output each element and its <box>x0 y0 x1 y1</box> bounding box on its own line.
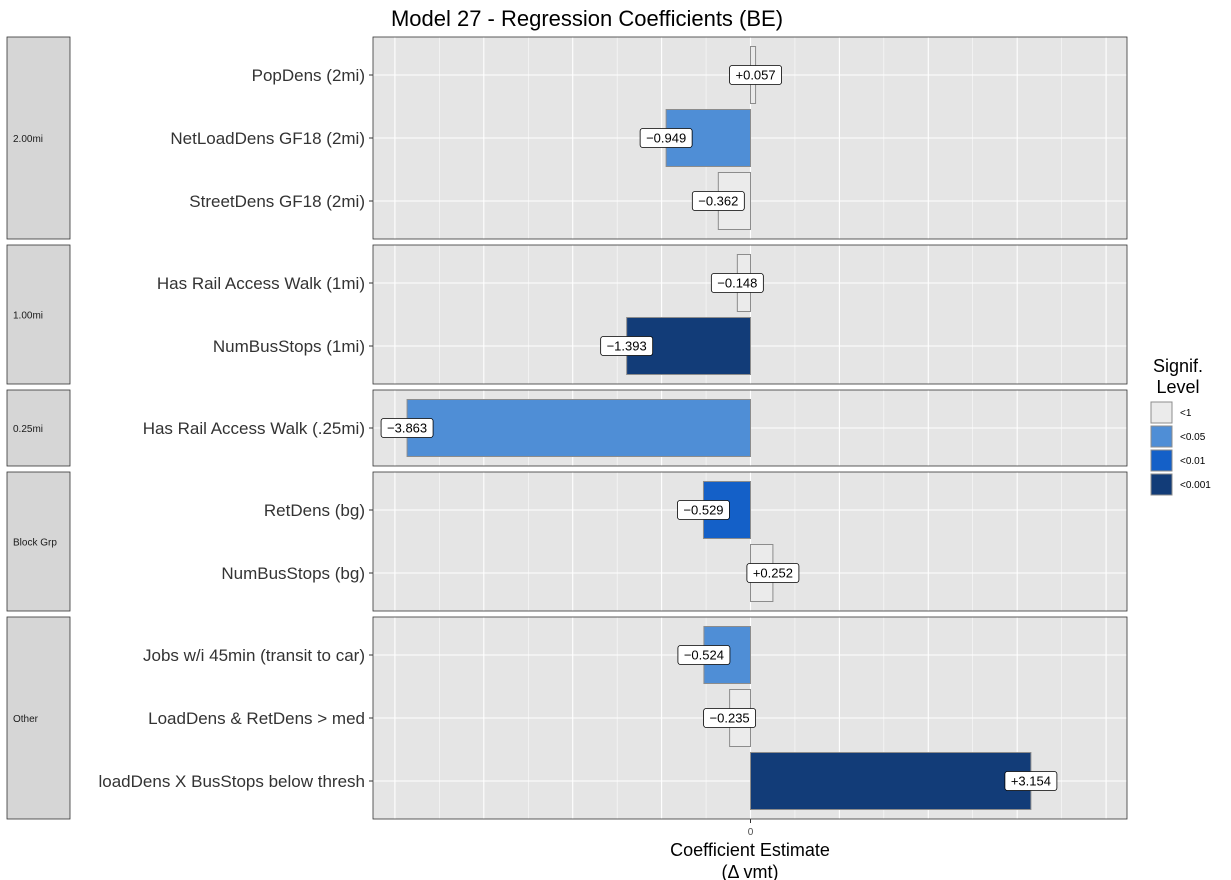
legend-title-line2: Level <box>1156 377 1199 397</box>
legend-key <box>1150 449 1173 472</box>
y-tick-label: PopDens (2mi) <box>252 66 365 85</box>
y-tick-label: Has Rail Access Walk (1mi) <box>157 274 365 293</box>
legend-key <box>1150 425 1173 448</box>
value-label-box <box>729 65 782 85</box>
bar <box>406 399 751 457</box>
value-label-box <box>1004 771 1058 791</box>
facet-strip <box>6 471 71 612</box>
facet-strip <box>6 616 71 820</box>
value-label-box <box>710 273 764 293</box>
y-tick-label: Has Rail Access Walk (.25mi) <box>143 419 365 438</box>
value-label: −0.524 <box>684 648 724 663</box>
x-axis-title-line2: (Δ vmt) <box>721 862 778 880</box>
value-label: −3.863 <box>387 421 427 436</box>
facet-strip-label: Other <box>13 714 39 725</box>
value-label-box <box>380 418 434 438</box>
y-tick-label: Jobs w/i 45min (transit to car) <box>143 646 365 665</box>
value-label-box <box>677 500 730 520</box>
facet-2: 0.25mi Has Rail Access Walk (.25mi) −3.863 <box>6 389 1128 467</box>
x-axis-title-line1: Coefficient Estimate <box>670 840 830 860</box>
value-label: −1.393 <box>607 339 647 354</box>
facet-strip-label: 1.00mi <box>13 311 43 322</box>
x-tick-label: 0 <box>748 827 754 838</box>
facet-4: Other Jobs w/i 45min (transit to car) −0.5… <box>6 616 1128 820</box>
value-label-box <box>703 708 757 728</box>
value-label: +3.154 <box>1011 774 1051 789</box>
legend-label: <0.05 <box>1180 432 1206 443</box>
y-tick-label: StreetDens GF18 (2mi) <box>189 192 365 211</box>
legend-key <box>1150 401 1173 424</box>
value-label-box <box>677 645 731 665</box>
panel-border <box>372 471 1128 612</box>
facet-1: 1.00mi Has Rail Access Walk (1mi) −0.148 Nu… <box>6 244 1128 385</box>
value-label-box <box>691 191 745 211</box>
value-label: +0.252 <box>753 566 793 581</box>
legend-label: <0.01 <box>1180 456 1206 467</box>
facet-strip <box>6 389 71 467</box>
bar <box>750 752 1032 810</box>
legend-label: <0.001 <box>1180 480 1211 491</box>
value-label: +0.057 <box>736 68 776 83</box>
y-tick-label: RetDens (bg) <box>264 501 365 520</box>
legend: Signif.Level <1 <0.05 <0.01 <0.001 <box>1150 356 1211 496</box>
y-tick-label: LoadDens & RetDens > med <box>148 709 365 728</box>
y-tick-label: loadDens X BusStops below thresh <box>99 772 366 791</box>
facet-strip <box>6 244 71 385</box>
panel-border <box>372 244 1128 385</box>
facets-layer: 2.00mi PopDens (2mi) +0.057 NetLoadDens GF1… <box>6 36 1128 820</box>
y-tick-label: NumBusStops (bg) <box>221 564 365 583</box>
facet-strip-label: 2.00mi <box>13 134 43 145</box>
value-label-box <box>746 563 800 583</box>
value-label: −0.362 <box>698 194 738 209</box>
facet-3: Block Grp RetDens (bg) −0.529 NumBusStops (… <box>6 471 1128 612</box>
value-label-box <box>600 336 654 356</box>
value-label: −0.148 <box>717 276 757 291</box>
y-tick-label: NetLoadDens GF18 (2mi) <box>170 129 365 148</box>
legend-key <box>1150 473 1173 496</box>
value-label-box <box>639 128 693 148</box>
y-tick-label: NumBusStops (1mi) <box>213 337 365 356</box>
value-label: −0.949 <box>646 131 686 146</box>
facet-strip <box>6 36 71 240</box>
legend-label: <1 <box>1180 408 1192 419</box>
facet-strip-label: 0.25mi <box>13 424 43 435</box>
facet-strip-label: Block Grp <box>13 538 57 549</box>
panel-border <box>372 389 1128 467</box>
facet-0: 2.00mi PopDens (2mi) +0.057 NetLoadDens GF1… <box>6 36 1128 240</box>
panel-border <box>372 36 1128 240</box>
value-label: −0.235 <box>710 711 750 726</box>
chart-title: Model 27 - Regression Coefficients (BE) <box>391 6 783 31</box>
value-label: −0.529 <box>683 503 723 518</box>
legend-title-line1: Signif. <box>1153 356 1203 376</box>
x-axis: 0 Coefficient Estimate (Δ vmt) <box>670 819 830 880</box>
